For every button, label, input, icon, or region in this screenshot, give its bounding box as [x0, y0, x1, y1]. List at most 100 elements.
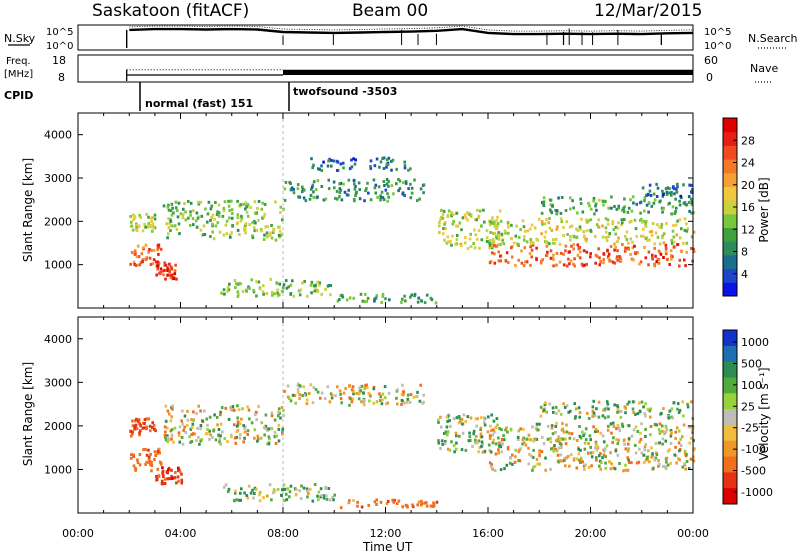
- power-echo-cell: [661, 210, 664, 214]
- velocity-echo-cell: [489, 450, 493, 454]
- velocity-echo-cell: [581, 430, 584, 434]
- power-echo-cell: [507, 231, 510, 235]
- power-echo-cell: [253, 229, 257, 233]
- power-echo-cell: [565, 220, 569, 224]
- power-echo-cell: [416, 199, 419, 203]
- velocity-echo-cell: [235, 430, 239, 433]
- power-echo-cell: [598, 198, 601, 202]
- velocity-echo-cell: [273, 489, 277, 493]
- velocity-echo-cell: [226, 440, 229, 444]
- power-echo-cell: [400, 300, 403, 304]
- power-echo-cell: [382, 180, 386, 183]
- power-echo-cell: [614, 245, 617, 249]
- velocity-echo-cell: [677, 457, 680, 461]
- power-colorbar-segment: [723, 282, 737, 297]
- power-echo-cell: [269, 277, 272, 281]
- velocity-echo-cell: [366, 386, 369, 389]
- power-echo-cell: [302, 196, 306, 200]
- velocity-echo-cell: [286, 384, 290, 388]
- velocity-echo-cell: [492, 419, 496, 423]
- power-echo-cell: [530, 242, 533, 246]
- velocity-echo-cell: [300, 484, 303, 488]
- power-echo-cell: [585, 229, 589, 233]
- power-echo-cell: [491, 216, 494, 220]
- power-echo-cell: [581, 210, 585, 214]
- power-echo-cell: [546, 250, 549, 254]
- power-echo-cell: [535, 246, 538, 250]
- power-echo-cell: [410, 186, 414, 190]
- velocity-echo-cell: [663, 432, 666, 436]
- velocity-echo-cell: [634, 412, 637, 416]
- velocity-echo-cell: [397, 499, 401, 503]
- velocity-echo-cell: [415, 394, 418, 398]
- power-echo-cell: [571, 199, 574, 203]
- velocity-echo-cell: [178, 468, 181, 472]
- velocity-echo-cell: [286, 487, 290, 491]
- power-echo-cell: [614, 225, 618, 229]
- velocity-echo-cell: [237, 408, 241, 412]
- power-echo-cell: [490, 251, 494, 255]
- velocity-echo-cell: [654, 442, 658, 445]
- power-echo-cell: [176, 209, 179, 212]
- power-echo-cell: [575, 227, 578, 231]
- power-echo-cell: [279, 234, 282, 238]
- velocity-echo-cell: [676, 407, 679, 411]
- power-echo-cell: [483, 220, 486, 224]
- power-echo-cell: [281, 218, 284, 222]
- power-echo-cell: [169, 219, 173, 223]
- power-echo-cell: [519, 228, 522, 232]
- noise-sky-line: [129, 27, 694, 36]
- power-echo-cell: [340, 293, 344, 297]
- power-echo-cell: [209, 218, 212, 222]
- velocity-echo-cell: [488, 434, 492, 438]
- power-echo-cell: [284, 279, 288, 283]
- power-echo-cell: [369, 166, 373, 170]
- velocity-echo-cell: [483, 449, 487, 453]
- velocity-echo-cell: [610, 462, 613, 466]
- power-echo-cell: [572, 247, 575, 251]
- velocity-echo-cell: [681, 400, 684, 404]
- velocity-echo-cell: [631, 407, 635, 411]
- velocity-echo-cell: [455, 434, 458, 438]
- power-echo-cell: [604, 226, 608, 230]
- power-echo-cell: [129, 262, 132, 266]
- velocity-echo-cell: [657, 428, 661, 431]
- velocity-echo-cell: [591, 409, 595, 413]
- power-echo-cell: [320, 292, 323, 296]
- power-echo-cell: [211, 230, 214, 234]
- power-echo-cell: [473, 246, 477, 250]
- velocity-echo-cell: [604, 466, 607, 470]
- power-echo-cell: [353, 182, 356, 186]
- power-echo-cell: [322, 160, 325, 164]
- velocity-echo-cell: [429, 504, 433, 508]
- velocity-echo-cell: [592, 399, 595, 403]
- velocity-echo-cell: [232, 408, 235, 412]
- power-echo-cell: [441, 216, 445, 220]
- velocity-echo-cell: [186, 418, 190, 422]
- velocity-echo-cell: [488, 449, 492, 452]
- velocity-echo-cell: [600, 461, 603, 465]
- velocity-echo-cell: [509, 427, 513, 431]
- velocity-echo-cell: [469, 416, 473, 420]
- power-echo-cell: [310, 280, 314, 284]
- power-echo-cell: [409, 182, 412, 186]
- power-echo-cell: [564, 249, 567, 253]
- power-echo-cell: [643, 196, 647, 200]
- power-echo-cell: [195, 225, 199, 229]
- velocity-echo-cell: [564, 442, 568, 446]
- power-echo-cell: [385, 158, 389, 162]
- noise-left-label: N.Sky: [4, 32, 36, 45]
- velocity-echo-cell: [511, 453, 514, 457]
- power-echo-cell: [136, 244, 140, 248]
- velocity-echo-cell: [236, 420, 240, 424]
- freq-right-label: Nave: [750, 62, 778, 75]
- power-echo-cell: [670, 191, 673, 194]
- velocity-echo-cell: [535, 437, 539, 441]
- velocity-echo-cell: [606, 402, 610, 406]
- velocity-echo-cell: [386, 401, 390, 405]
- velocity-echo-cell: [408, 400, 412, 404]
- velocity-echo-cell: [500, 450, 504, 454]
- velocity-echo-cell: [577, 406, 581, 410]
- velocity-echo-cell: [296, 387, 300, 391]
- velocity-echo-cell: [496, 423, 499, 427]
